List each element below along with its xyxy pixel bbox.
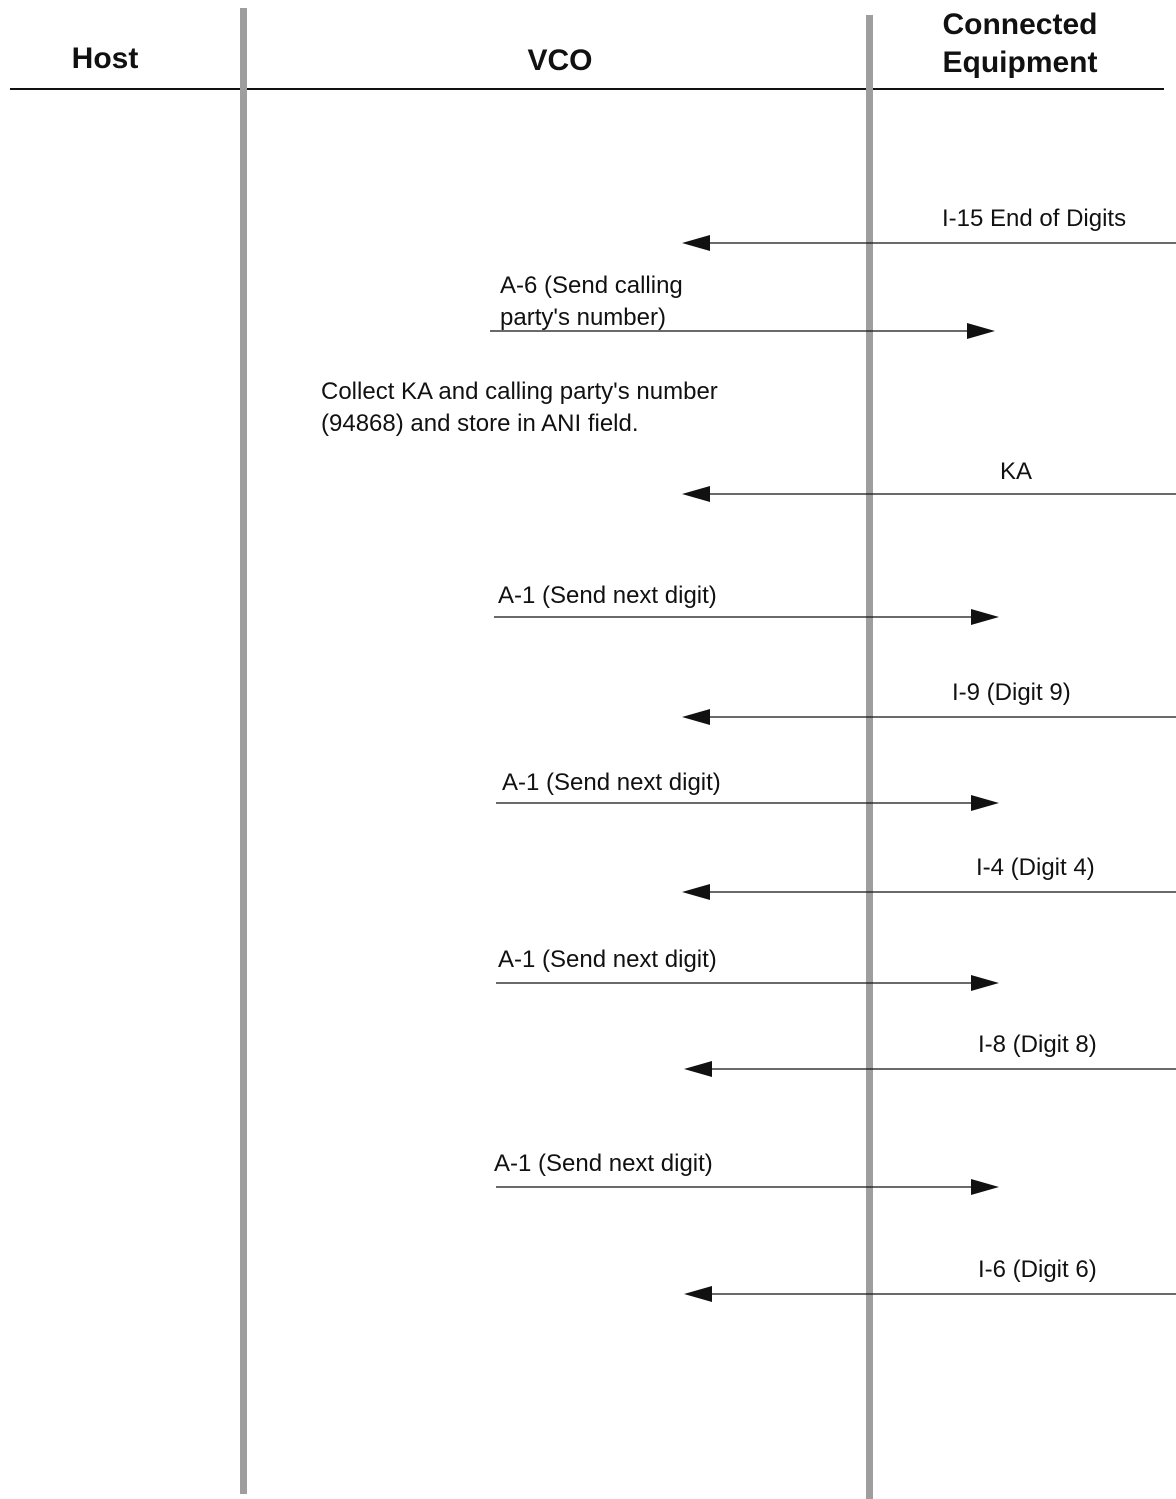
arrow-a1-send-next-digit-3 [496,975,999,991]
arrow-i6-digit-6 [684,1286,1176,1302]
label-i6-digit-6: I-6 (Digit 6) [978,1256,1097,1283]
arrow-i9-digit-9 [682,709,1176,725]
arrow-i8-digit-8 [684,1061,1176,1077]
arrow-i4-digit-4 [682,884,1176,900]
label-a1-send-next-digit-2: A-1 (Send next digit) [502,769,721,796]
label-a1-send-next-digit-4: A-1 (Send next digit) [494,1150,713,1177]
label-a1-send-next-digit-3: A-1 (Send next digit) [498,946,717,973]
arrow-a1-send-next-digit-4 [496,1179,999,1195]
note-collect-ka-line1: Collect KA and calling party's number [321,378,718,405]
host-vco-divider [240,8,247,1494]
host-header: Host [71,42,139,75]
connected-equipment-header-line1: Connected [942,8,1098,41]
vco-header: VCO [527,44,593,77]
note-collect-ka-line2: (94868) and store in ANI field. [321,410,639,437]
label-i15-end-of-digits: I-15 End of Digits [942,205,1127,232]
label-a1-send-next-digit-1: A-1 (Send next digit) [498,582,717,609]
arrow-a6-send-calling-number [490,323,995,339]
vco-equipment-divider [866,15,873,1499]
label-i4-digit-4: I-4 (Digit 4) [976,854,1095,881]
header-rule [10,88,1164,90]
label-i8-digit-8: I-8 (Digit 8) [978,1031,1097,1058]
arrow-i15-end-of-digits [682,235,1176,251]
connected-equipment-header-line2: Equipment [942,46,1098,79]
arrow-ka [682,486,1176,502]
label-a6-line1: A-6 (Send calling [500,272,683,299]
arrow-a1-send-next-digit-1 [494,609,999,625]
label-a6-line2: party's number) [500,304,666,331]
arrow-a1-send-next-digit-2 [496,795,999,811]
label-ka: KA [1000,458,1033,485]
label-i9-digit-9: I-9 (Digit 9) [952,679,1071,706]
